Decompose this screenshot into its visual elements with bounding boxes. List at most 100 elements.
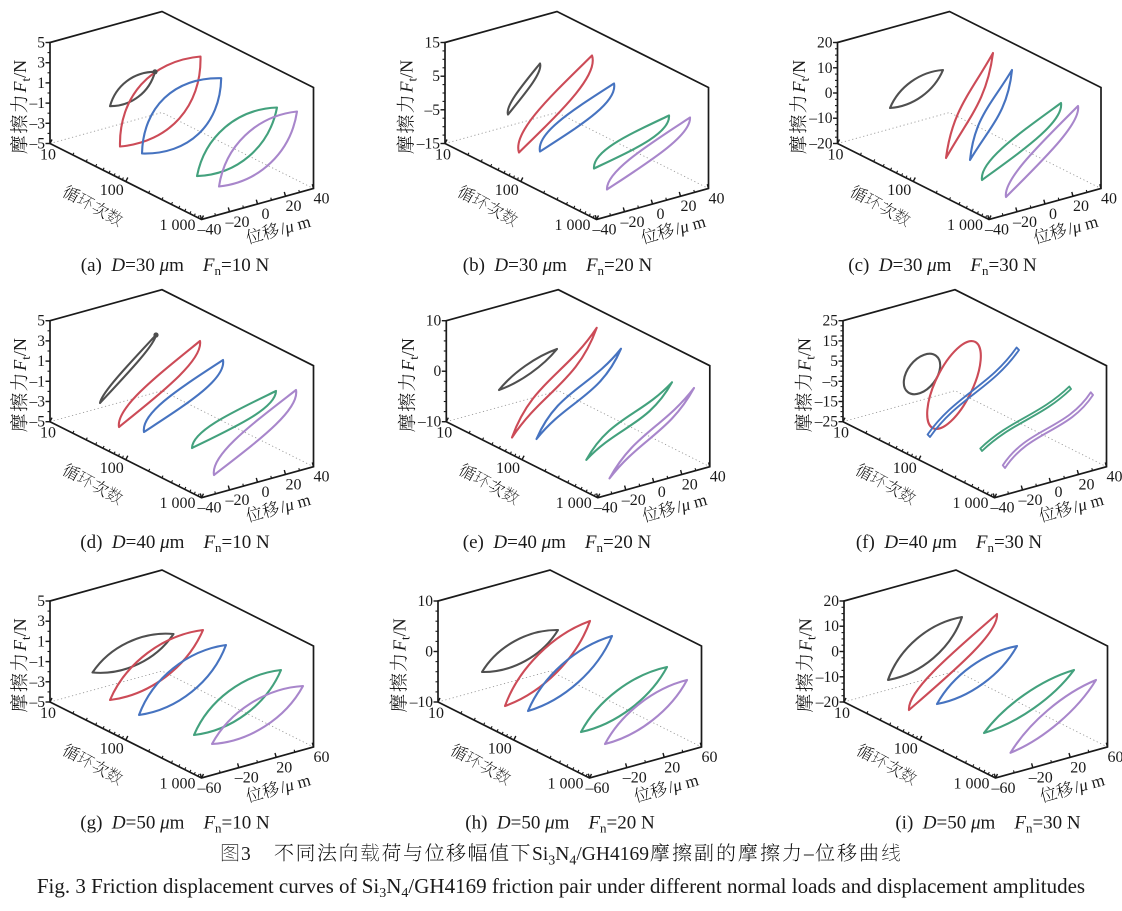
svg-text:(a) D=30 μm Fn=10 N: (a) D=30 μm Fn=10 N [81, 255, 270, 278]
svg-text:20: 20 [817, 35, 833, 52]
svg-text:20: 20 [681, 198, 697, 215]
svg-text:10: 10 [435, 147, 451, 164]
svg-text:Ft/N: Ft/N [796, 618, 819, 652]
svg-text:–20: –20 [1018, 492, 1043, 509]
svg-text:5: 5 [37, 35, 45, 52]
svg-text:Ft/N: Ft/N [10, 60, 33, 94]
svg-text:3: 3 [241, 844, 251, 865]
svg-text:3: 3 [37, 55, 45, 72]
svg-text:–5: –5 [424, 102, 441, 119]
svg-text:1 000: 1 000 [556, 495, 592, 512]
svg-text:–20: –20 [1012, 214, 1037, 231]
svg-text:25: 25 [823, 313, 839, 330]
svg-text:60: 60 [1108, 749, 1122, 766]
svg-text:20: 20 [286, 476, 302, 493]
svg-text:–20: –20 [225, 214, 250, 231]
svg-text:–40: –40 [197, 222, 222, 239]
svg-text:1: 1 [37, 633, 45, 650]
svg-text:100: 100 [496, 460, 520, 477]
svg-text:–40: –40 [592, 222, 617, 239]
svg-text:Ft/N: Ft/N [795, 338, 818, 372]
svg-text:–60: –60 [991, 780, 1016, 797]
svg-text:–3: –3 [29, 115, 46, 132]
svg-text:–40: –40 [197, 500, 222, 517]
svg-text:Ft/N: Ft/N [10, 618, 33, 652]
svg-text:10: 10 [40, 705, 56, 722]
svg-text:–1: –1 [29, 654, 46, 671]
svg-text:0: 0 [1055, 484, 1063, 501]
svg-text:0: 0 [262, 484, 270, 501]
svg-text:20: 20 [664, 759, 680, 776]
svg-text:1: 1 [37, 353, 45, 370]
svg-text:0: 0 [657, 206, 665, 223]
svg-text:–20: –20 [620, 214, 645, 231]
svg-text:1: 1 [37, 75, 45, 92]
svg-text:10: 10 [834, 705, 850, 722]
svg-text:10: 10 [426, 313, 442, 330]
svg-text:0: 0 [1049, 206, 1057, 223]
svg-text:0: 0 [825, 85, 833, 102]
svg-text:40: 40 [314, 191, 330, 208]
svg-text:100: 100 [887, 182, 911, 199]
svg-text:–20: –20 [622, 770, 647, 787]
svg-text:(i) D=50 μm Fn=30 N: (i) D=50 μm Fn=30 N [895, 813, 1081, 836]
svg-text:5: 5 [37, 593, 45, 610]
svg-text:–: – [803, 844, 814, 865]
svg-text:(h) D=50 μm Fn=20 N: (h) D=50 μm Fn=20 N [465, 813, 655, 836]
svg-text:–10: –10 [808, 110, 833, 127]
svg-text:(f) D=40 μm Fn=30 N: (f) D=40 μm Fn=30 N [856, 532, 1043, 555]
svg-text:40: 40 [314, 469, 330, 486]
svg-text:40: 40 [1101, 191, 1117, 208]
svg-text:5: 5 [830, 353, 838, 370]
svg-text:20: 20 [276, 759, 292, 776]
svg-text:15: 15 [425, 35, 441, 52]
svg-text:Ft/N: Ft/N [10, 338, 33, 372]
svg-text:10: 10 [828, 147, 844, 164]
svg-text:–10: –10 [815, 669, 840, 686]
svg-text:10: 10 [418, 593, 434, 610]
svg-text:3: 3 [37, 333, 45, 350]
svg-text:(c) D=30 μm Fn=30 N: (c) D=30 μm Fn=30 N [848, 255, 1037, 278]
svg-text:0: 0 [425, 644, 433, 661]
svg-text:–40: –40 [593, 500, 618, 517]
svg-text:5: 5 [432, 68, 440, 85]
svg-text:–5: –5 [822, 373, 839, 390]
svg-text:1 000: 1 000 [953, 495, 989, 512]
svg-text:40: 40 [710, 469, 726, 486]
svg-text:–60: –60 [197, 780, 222, 797]
svg-text:20: 20 [286, 198, 302, 215]
svg-text:5: 5 [37, 313, 45, 330]
svg-text:(d) D=40 μm Fn=10 N: (d) D=40 μm Fn=10 N [80, 532, 270, 555]
svg-text:1 000: 1 000 [160, 776, 196, 793]
svg-text:100: 100 [495, 182, 519, 199]
svg-text:0: 0 [434, 363, 442, 380]
svg-text:10: 10 [833, 425, 849, 442]
svg-text:60: 60 [314, 749, 330, 766]
svg-text:20: 20 [1079, 476, 1095, 493]
svg-text:0: 0 [831, 644, 839, 661]
svg-text:–1: –1 [29, 373, 46, 390]
svg-text:10: 10 [824, 618, 840, 635]
svg-text:100: 100 [894, 741, 918, 758]
svg-text:(b) D=30 μm Fn=20 N: (b) D=30 μm Fn=20 N [463, 255, 653, 278]
svg-text:1 000: 1 000 [555, 217, 591, 234]
svg-text:100: 100 [488, 741, 512, 758]
svg-text:100: 100 [100, 741, 124, 758]
svg-text:–60: –60 [585, 780, 610, 797]
svg-text:1 000: 1 000 [947, 217, 983, 234]
svg-text:60: 60 [702, 749, 718, 766]
svg-text:0: 0 [262, 206, 270, 223]
svg-text:20: 20 [1070, 759, 1086, 776]
svg-text:100: 100 [100, 460, 124, 477]
svg-text:1 000: 1 000 [160, 217, 196, 234]
svg-text:–3: –3 [29, 394, 46, 411]
svg-text:10: 10 [428, 705, 444, 722]
svg-text:10: 10 [817, 60, 833, 77]
svg-text:Ft/N: Ft/N [398, 338, 421, 372]
svg-text:3: 3 [37, 613, 45, 630]
svg-text:–15: –15 [814, 394, 839, 411]
svg-text:–20: –20 [225, 492, 250, 509]
svg-text:40: 40 [1107, 469, 1122, 486]
svg-text:10: 10 [436, 425, 452, 442]
svg-text:10: 10 [40, 147, 56, 164]
